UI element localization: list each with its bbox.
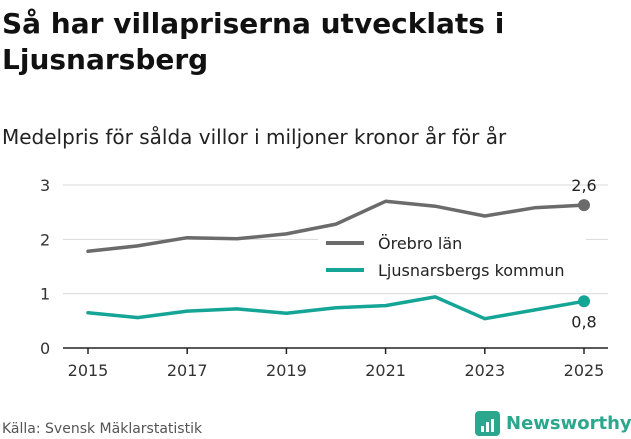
bar-chart-icon xyxy=(475,410,500,436)
legend-label-0: Örebro län xyxy=(378,234,462,253)
y-tick-label: 0 xyxy=(40,339,50,358)
series-line-1 xyxy=(86,295,586,321)
y-tick-label: 2 xyxy=(40,230,50,249)
series-end-label-0: 2,6 xyxy=(571,176,596,195)
x-tick-label: 2017 xyxy=(167,361,208,380)
series-end-point-1 xyxy=(578,295,590,308)
brand-name: Newsworthy xyxy=(506,412,631,434)
series-line-0 xyxy=(86,199,586,254)
x-tick-label: 2019 xyxy=(266,361,307,380)
line-chart: 0 1 2 3 2015 2017 2019 2021 2023 2025 2,6 0,8 Örebro… xyxy=(40,176,608,380)
y-tick-label: 1 xyxy=(40,285,50,304)
x-tick-label: 2025 xyxy=(564,361,605,380)
series-end-label-1: 0,8 xyxy=(571,312,596,331)
source-note: Källa: Svensk Mäklarstatistik xyxy=(2,421,203,437)
legend-label-1: Ljusnarsbergs kommun xyxy=(378,261,565,280)
chart-title: Så har villapriserna utvecklats i Ljusna… xyxy=(2,7,505,76)
x-tick-label: 2023 xyxy=(464,361,505,380)
series-end-point-0 xyxy=(578,199,590,212)
x-tick-label: 2015 xyxy=(68,361,109,380)
x-tick-label: 2021 xyxy=(365,361,406,380)
newsworthy-logo: Newsworthy xyxy=(475,408,631,438)
y-tick-label: 3 xyxy=(40,176,50,195)
chart-subtitle: Medelpris för sålda villor i miljoner kr… xyxy=(2,125,507,149)
